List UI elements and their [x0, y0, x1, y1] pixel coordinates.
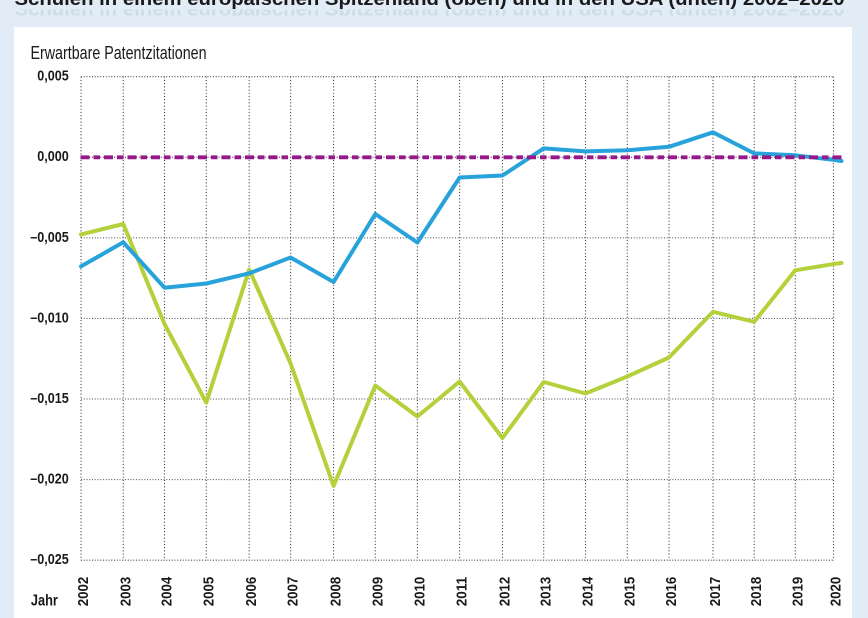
svg-text:2012: 2012: [498, 577, 514, 607]
svg-text:2004: 2004: [160, 576, 176, 606]
svg-text:2009: 2009: [370, 577, 386, 607]
svg-text:2007: 2007: [286, 577, 302, 607]
svg-text:2019: 2019: [790, 577, 806, 607]
svg-text:2018: 2018: [749, 577, 765, 607]
svg-text:2020: 2020: [829, 577, 845, 607]
svg-text:Jahr: Jahr: [31, 593, 58, 610]
svg-text:2013: 2013: [539, 577, 555, 607]
svg-text:2010: 2010: [412, 577, 428, 607]
svg-text:2003: 2003: [118, 577, 134, 607]
svg-text:–0,020: –0,020: [30, 472, 69, 488]
svg-text:2008: 2008: [329, 577, 345, 607]
svg-text:2017: 2017: [708, 577, 724, 607]
svg-text:–0,005: –0,005: [30, 230, 69, 246]
svg-text:2014: 2014: [581, 576, 597, 606]
svg-text:2006: 2006: [244, 577, 260, 607]
svg-text:0,000: 0,000: [37, 149, 69, 165]
svg-text:–0,010: –0,010: [30, 310, 69, 326]
svg-text:Erwartbare Patentzitationen: Erwartbare Patentzitationen: [31, 43, 207, 63]
svg-text:Schulen in einem europäischen: Schulen in einem europäischen Spitzenlan…: [15, 0, 845, 9]
svg-text:–0,025: –0,025: [30, 552, 69, 568]
svg-text:–0,015: –0,015: [30, 391, 69, 407]
svg-text:Schulen in einem europäischen: Schulen in einem europäischen Spitzenlan…: [15, 0, 845, 19]
svg-text:2011: 2011: [455, 577, 471, 607]
svg-text:0,005: 0,005: [37, 69, 69, 85]
svg-text:2002: 2002: [76, 577, 92, 607]
svg-text:2015: 2015: [622, 577, 638, 607]
svg-text:2016: 2016: [664, 577, 680, 607]
svg-text:2005: 2005: [201, 577, 217, 607]
